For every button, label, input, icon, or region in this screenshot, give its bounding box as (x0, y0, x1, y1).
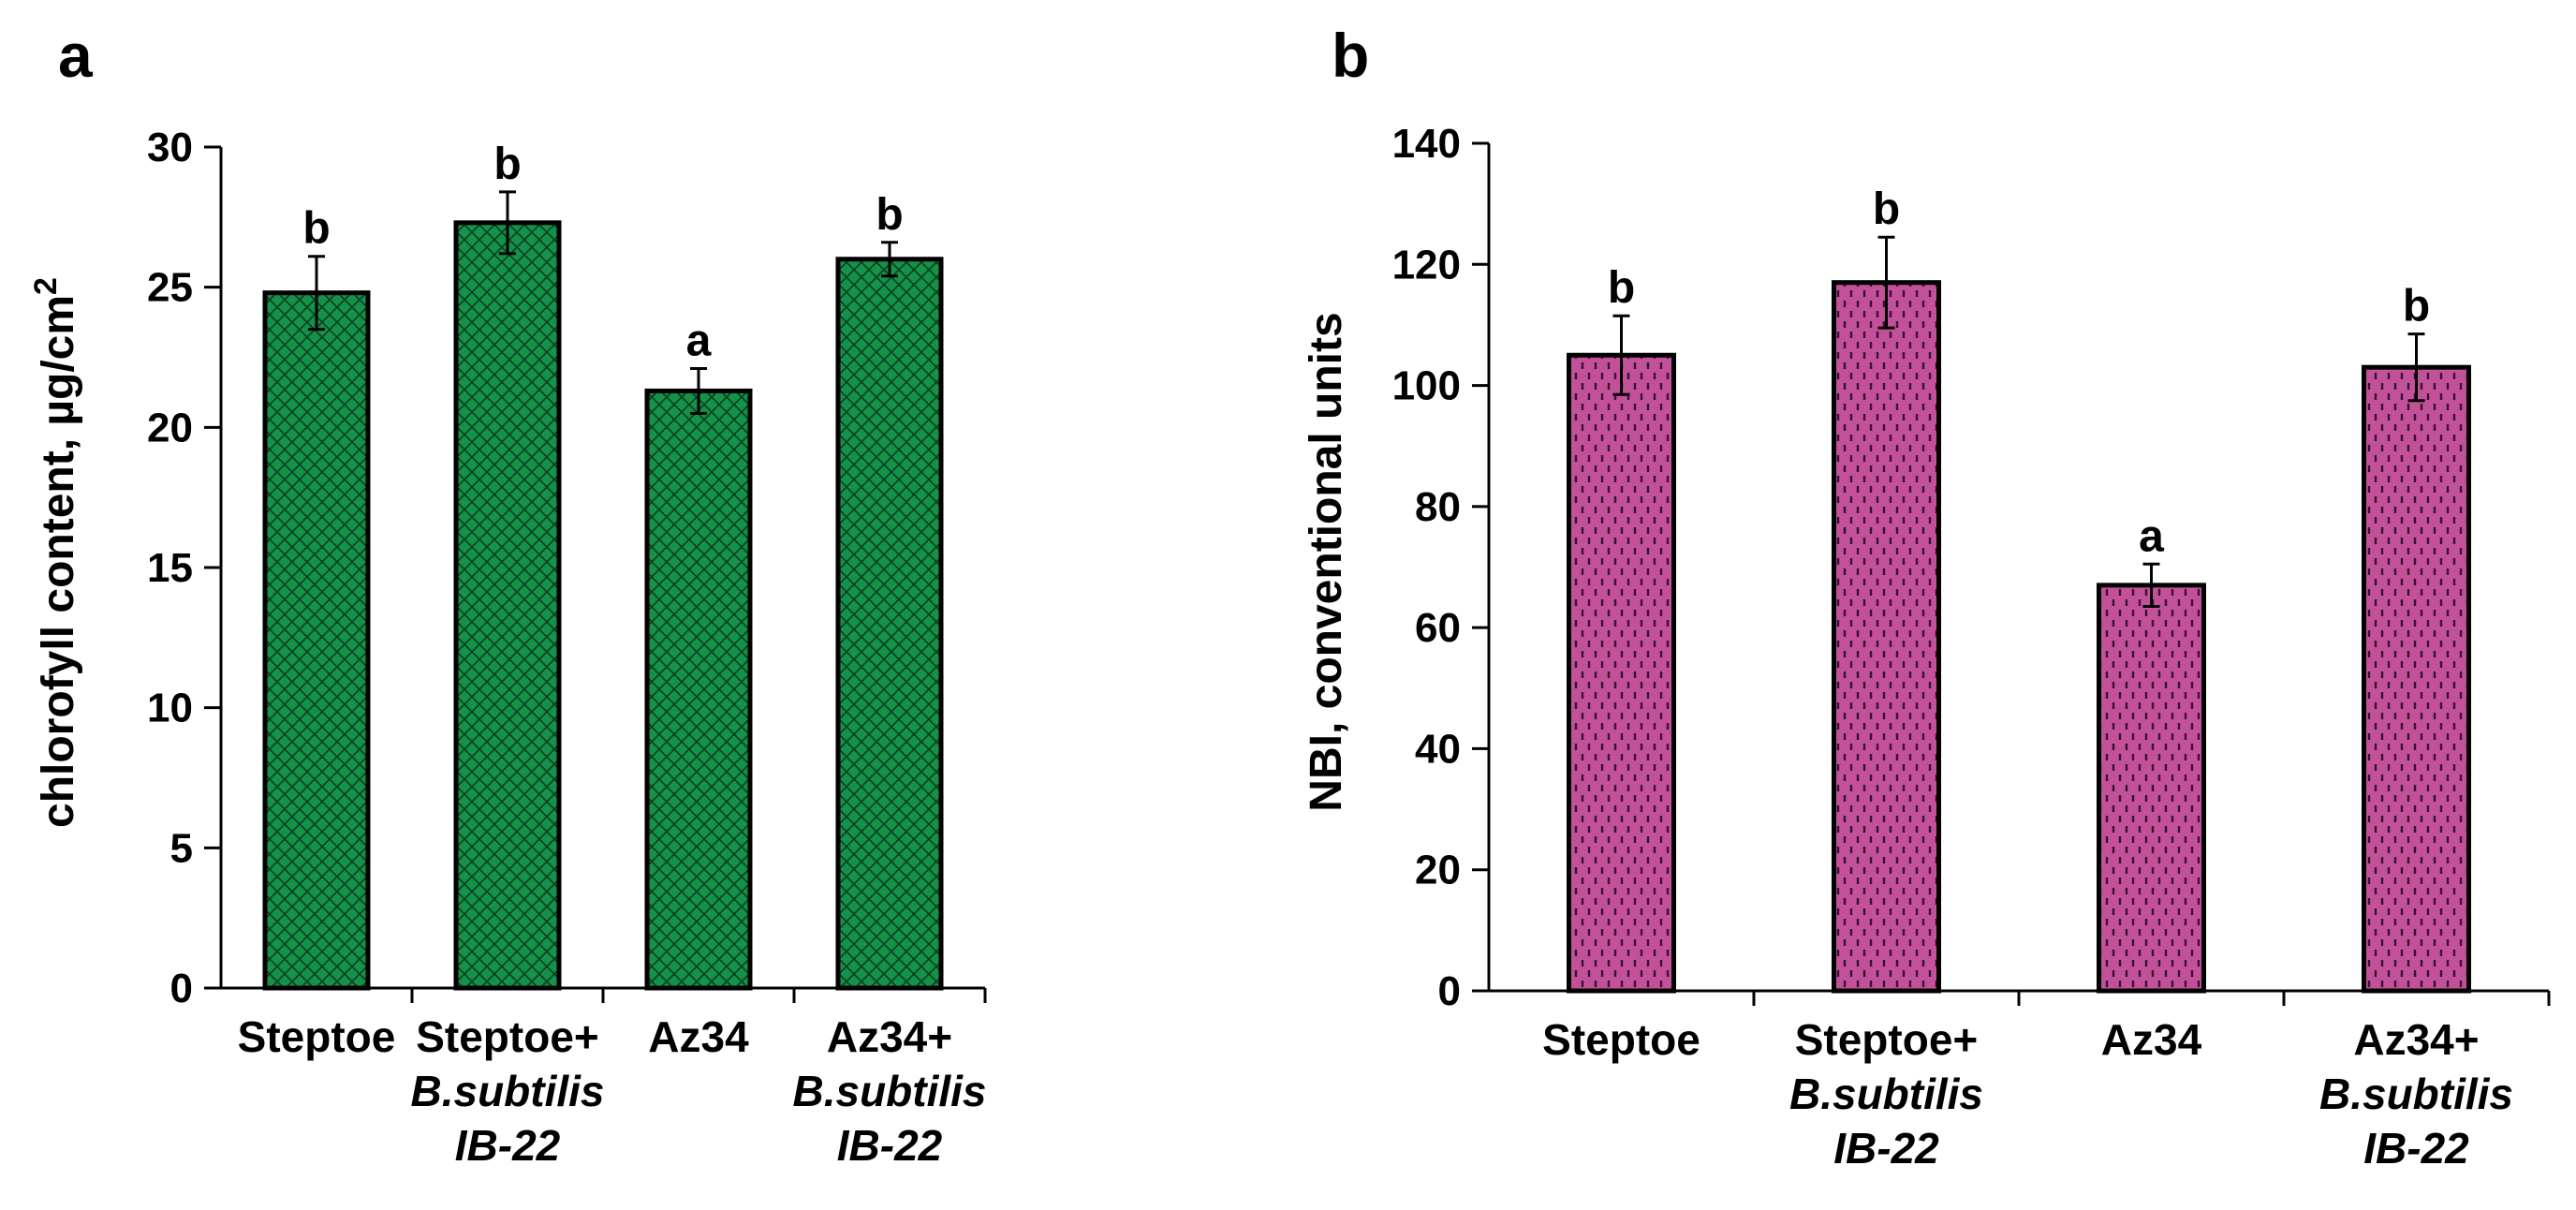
significance-label-a-1: b (493, 140, 521, 189)
category-label-b-3-line1: Az34+ (2353, 1015, 2479, 1064)
category-label-a-3-line2: B.subtilis (792, 1067, 986, 1115)
y-tick-label-b-0: 0 (1438, 968, 1461, 1014)
y-tick-label-a-0: 0 (170, 966, 193, 1011)
category-label-a-1-line1: Steptoe+ (416, 1012, 599, 1061)
y-tick-label-b-2: 40 (1415, 726, 1461, 772)
category-label-b-2-line1: Az34 (2101, 1015, 2202, 1064)
y-tick-label-a-5: 25 (147, 265, 193, 311)
category-label-b-3-line3: IB-22 (2363, 1124, 2469, 1173)
category-label-a-1-line2: B.subtilis (410, 1067, 604, 1115)
y-axis-label-a: chlorofyll content, µg/cm2 (28, 277, 83, 828)
significance-label-b-1: b (1873, 184, 1900, 234)
y-tick-label-b-5: 100 (1392, 363, 1461, 409)
y-tick-label-b-1: 20 (1415, 848, 1461, 893)
significance-label-b-0: b (1608, 263, 1635, 313)
category-label-a-1-line3: IB-22 (455, 1121, 561, 1170)
y-tick-label-a-1: 5 (170, 825, 193, 871)
significance-label-a-0: b (302, 204, 330, 254)
category-label-b-1-line2: B.subtilis (1789, 1070, 1983, 1118)
x-axis-b (1489, 989, 2551, 1006)
category-label-b-1-line3: IB-22 (1833, 1124, 1939, 1173)
significance-label-a-2: a (686, 316, 712, 365)
panel-label-a: a (58, 21, 94, 90)
y-tick-label-b-7: 140 (1392, 121, 1461, 167)
category-label-b-3-line2: B.subtilis (2319, 1070, 2513, 1118)
category-label-a-0-line1: Steptoe (238, 1012, 396, 1061)
bar-b-2 (2097, 583, 2206, 994)
bar-b-0 (1567, 352, 1676, 994)
y-tick-label-a-6: 30 (147, 125, 193, 170)
bars-b (1567, 235, 2471, 994)
panel-label-b: b (1332, 21, 1369, 90)
category-label-a-3-line3: IB-22 (837, 1121, 943, 1170)
significance-label-b-2: a (2139, 511, 2164, 561)
y-tick-label-a-4: 20 (147, 405, 193, 450)
bar-b-3 (2362, 364, 2471, 994)
category-label-b-0-line1: Steptoe (1542, 1015, 1700, 1064)
category-label-b-1-line1: Steptoe+ (1795, 1015, 1979, 1064)
y-tick-label-a-2: 10 (147, 686, 193, 731)
y-tick-label-a-3: 15 (147, 545, 193, 591)
bars-a (262, 190, 944, 991)
category-labels-b: Steptoe Steptoe+ B.subtilis IB-22 Az34 Az34+ B… (1542, 1015, 2513, 1173)
bar-b-1 (1832, 280, 1941, 994)
significance-label-b-3: b (2403, 282, 2430, 332)
category-label-a-2-line1: Az34 (648, 1012, 749, 1061)
y-tick-label-b-3: 60 (1415, 605, 1461, 651)
y-tick-label-b-6: 120 (1392, 242, 1461, 288)
significance-labels-b: b b a b (1608, 184, 2430, 561)
x-axis-a (221, 986, 987, 1003)
category-labels-a: Steptoe Steptoe+ B.subtilis IB-22 Az34 Az34+ B… (238, 1012, 987, 1170)
bar-a-1 (453, 220, 562, 991)
chart-panel-a: a chlorofyll content, µg/cm2 0 5 10 15 20 25 3… (28, 21, 987, 1170)
bar-a-3 (835, 257, 944, 991)
significance-labels-a: b b a b (302, 140, 903, 366)
significance-label-a-3: b (876, 190, 903, 240)
bar-a-0 (262, 290, 371, 991)
y-axis-a: 0 5 10 15 20 25 30 (147, 125, 223, 1011)
chart-panel-b: b NBI, conventional units 0 20 40 60 80 100 12… (1302, 21, 2551, 1173)
category-label-a-3-line1: Az34+ (827, 1012, 952, 1061)
y-axis-label-b: NBI, conventional units (1302, 312, 1351, 811)
y-tick-label-b-4: 80 (1415, 484, 1461, 530)
bar-a-2 (644, 388, 753, 991)
y-axis-b: 0 20 40 60 80 100 120 140 (1392, 121, 1491, 1014)
